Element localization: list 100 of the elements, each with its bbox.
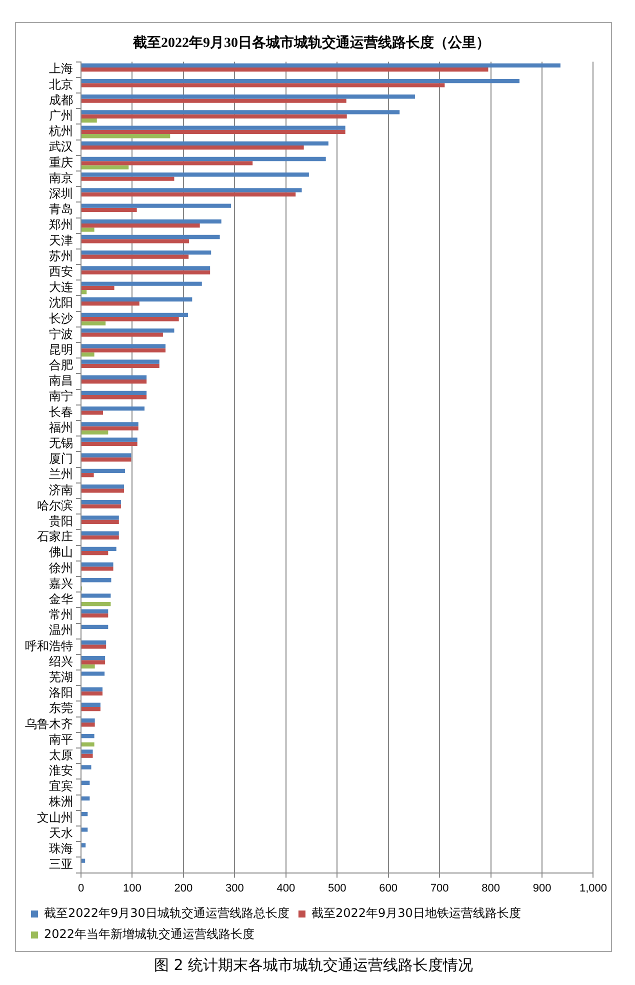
bar [82,422,138,426]
bar [82,687,103,692]
y-tick-label: 温州 [49,623,73,638]
y-tick-label: 东莞 [49,701,73,716]
bar [82,188,302,192]
bar [82,640,106,645]
bar [82,192,296,196]
bar [82,672,105,676]
y-tick-label: 株洲 [48,794,73,809]
y-tick-label: 三亚 [49,857,73,872]
bar [82,390,147,396]
y-tick-label: 南宁 [49,389,73,404]
y-tick-label: 呼和浩特 [25,638,73,653]
y-tick-label: 沈阳 [49,296,73,310]
y-tick-label: 天水 [49,826,73,840]
bar [82,734,94,738]
bar [82,624,108,629]
caption: 图 2 统计期末各城市城轨交通运营线路长度情况 [152,956,474,975]
bar [82,328,174,333]
y-tick-label: 洛阳 [49,686,73,700]
bar [82,208,137,212]
bar [82,63,560,68]
x-tick-label: 500 [328,882,346,894]
y-tick-label: 兰州 [49,467,73,482]
y-tick-label: 金华 [49,592,73,606]
bar [82,204,232,208]
bar [82,134,170,138]
x-tick-label: 200 [174,882,193,894]
bar [82,156,326,162]
bar [82,500,121,504]
bar [82,165,129,170]
bar [82,161,253,166]
bar [82,282,202,286]
y-tick-label: 宜宾 [49,779,73,794]
legend-label: 截至2022年9月30日地铁运营线路长度 [311,906,521,920]
chart-title: 截至2022年9月30日各城市城轨交通运营线路长度（公里） [132,34,490,52]
bar [82,644,106,649]
y-tick-label: 昆明 [49,342,73,356]
y-tick-label: 上海 [49,62,73,76]
bar [82,438,138,442]
bar [82,750,93,754]
bar [82,83,445,88]
y-tick-label: 重庆 [49,155,73,170]
bar [82,130,346,134]
bar [82,578,112,582]
y-tick-label: 南京 [49,170,73,185]
y-tick-label: 徐州 [49,560,73,575]
y-tick-label: 乌鲁木齐 [25,716,73,731]
bar [82,691,103,696]
bar [82,223,200,228]
y-tick-label: 深圳 [49,186,73,200]
bar [82,290,87,294]
y-tick-label: 绍兴 [49,654,73,668]
y-tick-label: 宁波 [49,326,73,341]
y-tick-label: 无锡 [49,436,73,450]
x-tick-label: 300 [225,882,244,894]
bar [82,780,90,785]
bar [82,98,346,103]
bar [82,94,415,99]
bar [82,297,192,302]
bar [82,352,94,357]
bar [82,219,222,224]
bar [82,843,86,848]
y-tick-label: 长春 [49,404,73,419]
bar [82,410,104,415]
bar [82,828,88,832]
bar [82,286,114,290]
x-tick-label: 400 [276,882,296,894]
bar [82,228,94,232]
bar [82,453,132,458]
bar [82,332,163,337]
y-tick-label: 文山州 [37,810,73,824]
y-tick-label: 芜湖 [49,670,73,684]
bar [82,364,160,368]
bar [82,375,147,380]
bar [82,270,210,274]
bar [82,360,160,364]
bar [82,551,108,556]
bar [82,488,124,493]
bar [82,656,106,660]
y-tick-label: 珠海 [49,842,73,856]
bar [82,722,95,727]
x-tick-label: 900 [532,882,552,894]
y-tick-label: 天津 [49,233,73,248]
y-tick-label: 苏州 [49,248,73,263]
y-tick-label: 杭州 [48,124,73,138]
bar [82,664,95,668]
bar [82,520,119,524]
bar [82,609,108,614]
y-tick-label: 太原 [49,748,73,762]
bar [82,78,520,84]
bar [82,379,147,384]
y-tick-label: 南昌 [49,374,73,388]
bar [82,531,119,536]
bar [82,234,220,240]
bar [82,254,189,259]
x-tick-label: 1,000 [579,882,607,894]
y-tick-label: 哈尔滨 [37,498,73,512]
bar [82,426,138,430]
y-tick-label: 常州 [49,608,73,622]
